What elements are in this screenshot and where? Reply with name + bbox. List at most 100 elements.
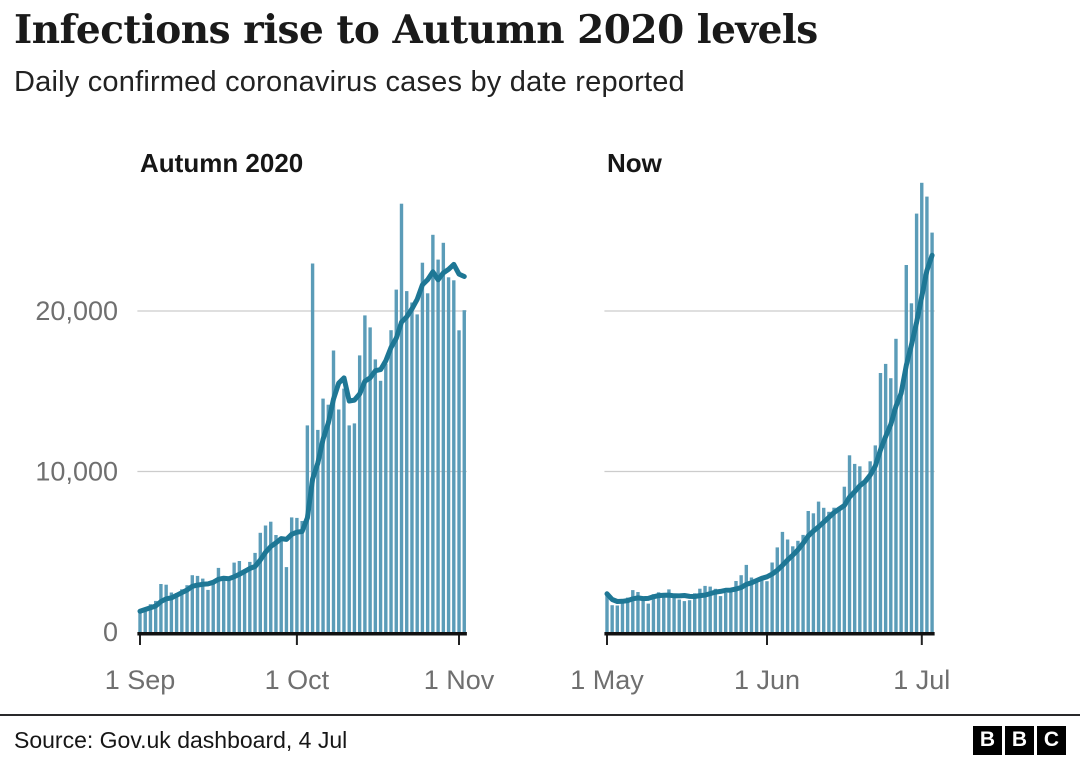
daily-cases-bar (852, 463, 857, 632)
daily-cases-bar (441, 242, 446, 633)
daily-cases-bar (744, 564, 749, 632)
daily-cases-bar (337, 409, 341, 632)
daily-cases-bar (169, 592, 174, 632)
daily-cases-bar (749, 577, 754, 632)
daily-cases-bar (300, 521, 304, 632)
daily-cases-bar (248, 561, 252, 632)
daily-cases-bar (791, 546, 795, 632)
daily-cases-bar (384, 363, 388, 632)
daily-cases-bar (164, 584, 168, 632)
daily-cases-bar (363, 315, 367, 632)
daily-cases-bar (687, 600, 692, 632)
daily-cases-bar (729, 592, 733, 632)
daily-cases-bar (925, 196, 929, 632)
daily-cases-bar (631, 590, 635, 632)
x-tick-label: 1 Jun (734, 665, 800, 695)
daily-cases-bar (446, 277, 451, 632)
daily-cases-bar (760, 577, 764, 632)
daily-cases-bar (457, 330, 461, 632)
daily-cases-bar (425, 293, 430, 632)
y-tick-label: 0 (103, 617, 118, 647)
daily-cases-bar (201, 578, 205, 632)
daily-cases-bar (289, 517, 294, 632)
daily-cases-bar (620, 600, 625, 632)
daily-cases-bar (415, 314, 419, 632)
daily-cases-bar (739, 575, 743, 632)
daily-cases-bar (274, 535, 278, 632)
bbc-logo-block: B (1005, 725, 1034, 755)
daily-cases-bar (625, 597, 630, 632)
daily-cases-bar (420, 262, 425, 632)
daily-cases-bar (894, 338, 898, 632)
daily-cases-bar (801, 534, 805, 632)
daily-cases-bar (159, 584, 163, 632)
daily-cases-bar (636, 592, 640, 632)
daily-cases-bar (237, 561, 242, 632)
panel-title: Now (607, 148, 663, 178)
daily-cases-bar (667, 589, 671, 632)
daily-cases-bar (394, 289, 398, 632)
daily-cases-bar (646, 603, 650, 632)
daily-cases-bar (331, 350, 336, 632)
daily-cases-bar (452, 280, 456, 632)
daily-cases-bar (796, 540, 800, 632)
daily-cases-bar (662, 595, 666, 632)
source-note: Source: Gov.uk dashboard, 4 Jul (14, 726, 348, 753)
x-axis-line (137, 632, 467, 636)
x-tick-label: 1 Sep (105, 665, 176, 695)
y-tick-label: 10,000 (35, 457, 118, 487)
daily-cases-bar (242, 569, 247, 632)
daily-cases-bar (232, 562, 236, 632)
daily-cases-bar (656, 592, 661, 632)
daily-cases-bar (195, 575, 200, 632)
daily-cases-bar (827, 511, 831, 632)
daily-cases-bar (641, 599, 645, 632)
daily-cases-bar (221, 577, 226, 632)
chart-panel-now: 1 May 1 Jun 1 Jul Now (570, 148, 950, 695)
x-tick-label: 1 Oct (265, 665, 330, 695)
daily-cases-bar (389, 330, 393, 632)
daily-cases-bar (734, 581, 738, 632)
daily-cases-bar (174, 593, 179, 632)
daily-cases-bar (806, 511, 810, 632)
x-tick-label: 1 May (570, 665, 644, 695)
daily-cases-bar (920, 182, 924, 633)
daily-cases-bar (462, 310, 466, 632)
seven-day-average-line (137, 261, 467, 614)
daily-cases-bar (883, 363, 888, 632)
x-tick-label: 1 Jul (893, 665, 950, 695)
daily-cases-bar (206, 589, 210, 632)
footer: Source: Gov.uk dashboard, 4 Jul B B C (0, 714, 1080, 760)
daily-cases-bar (672, 596, 676, 632)
daily-cases-bar (295, 517, 299, 632)
daily-cases-bar (263, 525, 268, 632)
daily-cases-bar (143, 607, 147, 632)
daily-cases-bar (832, 507, 836, 632)
daily-cases-bar (185, 585, 189, 632)
daily-cases-bar (148, 604, 153, 632)
daily-cases-bar (211, 582, 215, 632)
daily-cases-bar (858, 466, 862, 632)
chart-header: Infections rise to Autumn 2020 levels Da… (14, 8, 1064, 99)
daily-cases-bar (873, 445, 878, 632)
daily-cases-bar (822, 507, 826, 632)
chart-panel-autumn-2020: 1 Sep 1 Oct 1 Nov 0 10,000 20,000 Autumn 2020 (35, 148, 494, 695)
daily-cases-bar (868, 461, 872, 632)
seven-day-average-line (604, 252, 935, 604)
daily-cases-bar (216, 567, 221, 632)
daily-cases-bar (357, 355, 362, 632)
daily-cases-bar (904, 265, 908, 632)
bbc-logo-block: B (973, 725, 1002, 755)
daily-cases-bar (227, 579, 231, 632)
daily-cases-bar (431, 234, 435, 633)
x-tick-label: 1 Nov (424, 665, 495, 695)
daily-cases-bar (651, 594, 656, 632)
daily-cases-bar (610, 605, 614, 632)
page-subtitle: Daily confirmed coronavirus cases by dat… (14, 65, 685, 98)
daily-cases-bar (708, 586, 712, 632)
daily-cases-bar (436, 259, 440, 632)
daily-cases-bar (316, 429, 320, 632)
daily-cases-bar (269, 521, 273, 632)
daily-cases-bar (837, 508, 841, 632)
